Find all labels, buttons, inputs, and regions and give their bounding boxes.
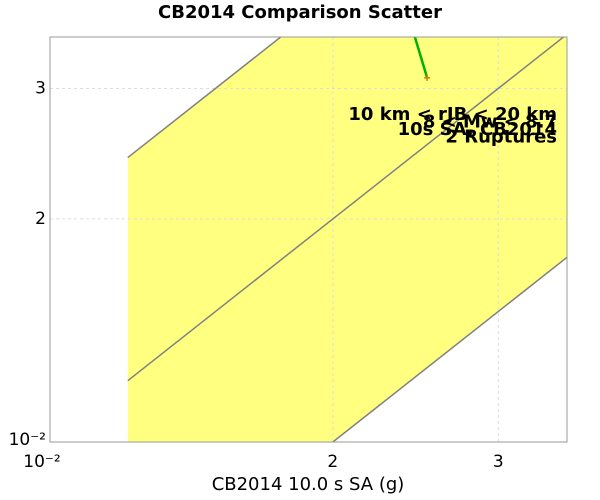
annotation: 8 < Mw < 8.7 bbox=[423, 112, 557, 133]
point bbox=[424, 74, 431, 81]
x-tick-label: 10⁻² bbox=[23, 452, 60, 472]
x-axis-label: CB2014 10.0 s SA (g) bbox=[212, 474, 405, 495]
chart-title: CB2014 Comparison Scatter bbox=[158, 2, 442, 23]
reference-line bbox=[127, 37, 565, 382]
y-tick-label: 3 bbox=[35, 78, 46, 98]
annotation: 10s SA, CB2014 bbox=[398, 119, 557, 140]
plot-frame bbox=[49, 36, 568, 443]
annotation: 10 km < rJB < 20 km bbox=[348, 104, 557, 125]
y-tick-label: 2 bbox=[35, 209, 46, 229]
plot-area bbox=[50, 37, 567, 442]
y-tick-label: 10⁻² bbox=[9, 430, 46, 450]
annotation: 2 Ruptures bbox=[445, 127, 557, 148]
x-tick-label: 2 bbox=[327, 452, 338, 472]
reference-line bbox=[331, 256, 567, 442]
band bbox=[127, 37, 567, 442]
series-line bbox=[413, 37, 429, 79]
labels: 10⁻² 2 3 10⁻² 2 3 10 km < rJB < 20 km8 < Mw < … bbox=[9, 78, 557, 472]
x-tick-label: 3 bbox=[493, 452, 504, 472]
reference-line bbox=[127, 37, 282, 159]
